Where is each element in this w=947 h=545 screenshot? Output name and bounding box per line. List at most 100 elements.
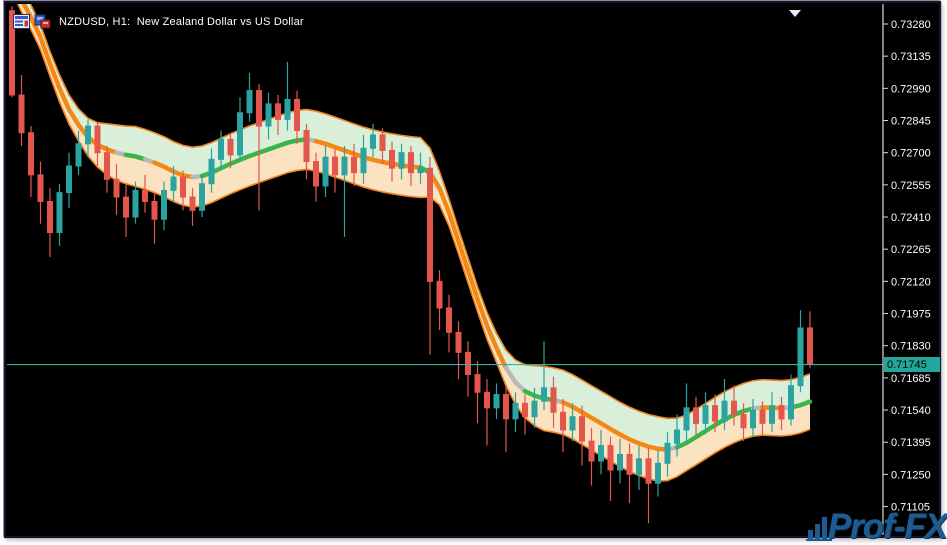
- candle-body: [531, 400, 538, 418]
- brand-logo-text: Prof-FX: [827, 506, 947, 545]
- candle-down: [227, 132, 234, 169]
- candle-up: [322, 146, 329, 198]
- indicator-mid-line-segment: [522, 388, 556, 403]
- candle-body: [693, 407, 699, 424]
- candle-down: [446, 294, 452, 353]
- price-axis-label: 0.72700: [891, 148, 931, 160]
- candle-down: [778, 396, 785, 431]
- candle-up: [493, 383, 500, 419]
- candle-down: [503, 385, 509, 453]
- candle-down: [408, 146, 414, 186]
- candle-body: [132, 189, 139, 218]
- candle-body: [56, 192, 63, 234]
- price-axis-label: 0.72845: [891, 116, 931, 128]
- candle-body: [389, 149, 395, 169]
- candle-up: [750, 398, 756, 437]
- candle-body: [37, 174, 44, 202]
- candle-body: [94, 125, 101, 154]
- candle-body: [759, 409, 766, 424]
- candle-body: [208, 158, 215, 185]
- candle-body: [28, 132, 34, 176]
- chart-list-icon: [13, 14, 30, 29]
- chart-title: NZDUSD, H1: New Zealand Dollar vs US Dol…: [59, 15, 304, 28]
- candle-body: [560, 411, 566, 431]
- candle-body: [788, 385, 794, 420]
- candle-body: [446, 307, 452, 333]
- candle-body: [199, 183, 205, 211]
- candle-body: [807, 327, 813, 366]
- candle-body: [740, 413, 747, 429]
- candle-body: [66, 165, 72, 194]
- indicator-mid-line-segment: [199, 137, 309, 179]
- candle-body: [142, 189, 148, 202]
- price-axis[interactable]: 0.73280 0.73135 0.72990 0.72845 0.72700 0.725…: [883, 19, 931, 514]
- candle-body: [522, 402, 528, 418]
- candle-body: [218, 138, 224, 160]
- candle-up: [541, 341, 547, 411]
- candle-down: [579, 405, 585, 466]
- current-price-value: 0.71745: [887, 358, 927, 371]
- candle-up: [417, 152, 424, 184]
- candle-body: [313, 161, 319, 187]
- candle-body: [18, 94, 25, 134]
- indicator-mid-line-segment: [123, 152, 148, 162]
- candle-down: [151, 192, 158, 244]
- candle-down: [313, 152, 319, 202]
- candle-body: [85, 125, 91, 145]
- candle-down: [455, 321, 462, 379]
- candle-body: [161, 189, 167, 220]
- candle-down: [389, 141, 395, 182]
- price-axis-label: 0.71395: [891, 437, 931, 449]
- candle-body: [332, 156, 338, 176]
- candle-up: [170, 165, 177, 202]
- candle-down: [807, 311, 813, 368]
- candle-down: [759, 401, 766, 435]
- candle-body: [588, 440, 595, 462]
- candle-body: [474, 374, 481, 393]
- price-axis-label: 0.71975: [891, 309, 931, 321]
- candle-body: [797, 327, 804, 387]
- candle-body: [256, 90, 262, 127]
- candle-body: [113, 178, 120, 198]
- candle-body: [351, 156, 357, 174]
- candle-body: [664, 442, 671, 464]
- candle-down: [712, 394, 718, 433]
- candle-down: [189, 188, 196, 226]
- chart-shift-marker[interactable]: [789, 10, 801, 17]
- candle-body: [778, 405, 785, 420]
- candle-up: [284, 61, 291, 131]
- candle-down: [37, 161, 44, 224]
- candle-up: [702, 392, 709, 435]
- candle-up: [265, 92, 272, 140]
- bar-chart-logo-icon: [805, 517, 832, 541]
- candle-up: [56, 183, 63, 246]
- candle-down: [142, 174, 148, 213]
- candle-down: [379, 128, 386, 164]
- candle-up: [75, 130, 82, 175]
- candle-body: [303, 129, 310, 163]
- indicator-band-upper-edge: [29, 4, 811, 420]
- candle-down: [436, 270, 443, 331]
- candle-down: [626, 443, 633, 504]
- price-axis-label: 0.73135: [891, 51, 931, 63]
- candle-down: [474, 361, 481, 424]
- candle-down: [294, 90, 300, 144]
- candle-up: [797, 310, 804, 393]
- indicator-mid-line-segment: [560, 400, 670, 452]
- candle-down: [9, 6, 15, 98]
- candle-body: [598, 445, 604, 462]
- candle-up: [617, 438, 623, 484]
- candle-body: [683, 407, 690, 431]
- candle-down: [113, 163, 120, 215]
- candle-down: [607, 436, 614, 501]
- candle-down: [740, 403, 747, 442]
- price-axis-label: 0.72120: [891, 276, 931, 288]
- candle-up: [721, 378, 728, 431]
- candle-body: [607, 445, 614, 471]
- price-axis-label: 0.71250: [891, 469, 931, 481]
- candle-body: [189, 196, 196, 211]
- candle-up: [218, 130, 224, 171]
- candle-body: [550, 387, 557, 413]
- candle-body: [275, 103, 281, 120]
